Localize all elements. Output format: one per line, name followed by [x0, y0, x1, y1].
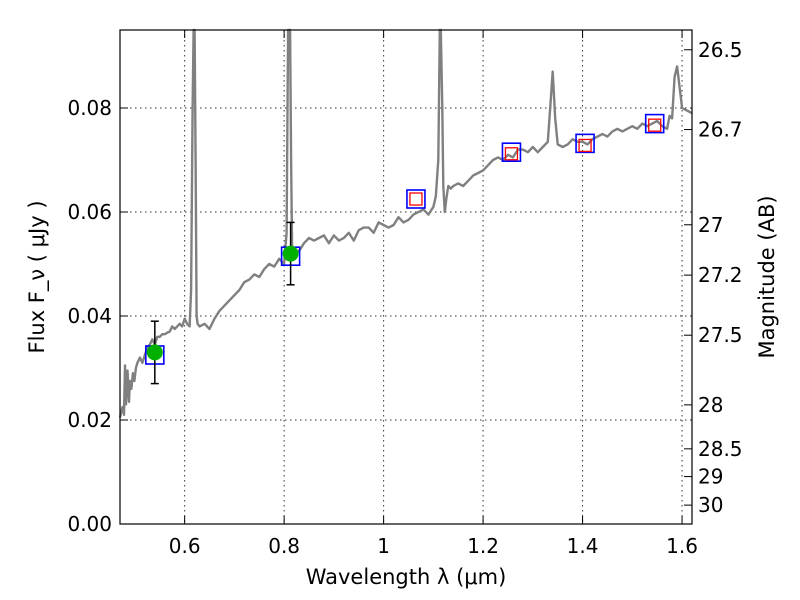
- x-axis-label: Wavelength λ (μm): [306, 565, 507, 589]
- right-tick-label: 28: [698, 393, 723, 417]
- right-tick-label: 26.7: [698, 118, 743, 142]
- model-photometry-marker: [409, 192, 423, 206]
- photometry-markers: [145, 113, 665, 385]
- spectrum-series: [118, 28, 693, 418]
- y-tick-label: 0.08: [67, 96, 112, 120]
- y-tick-label: 0.02: [67, 408, 112, 432]
- right-tick-label: 27: [698, 213, 723, 237]
- right-tick-label: 28.5: [698, 437, 743, 461]
- plot-frame: [119, 29, 693, 525]
- right-tick-label: 29: [698, 465, 723, 489]
- y-axis-label: Flux F_ν ( μJy ): [25, 200, 50, 353]
- x-tick-label: 0.8: [268, 534, 300, 558]
- y-tick-label: 0.04: [67, 304, 112, 328]
- observed-point: [282, 245, 299, 262]
- axis-ticks: 0.6 0.8 1 1.2 1.4 1.6 0.00 0.02 0.04 0.06 0.08 26.5…: [67, 30, 743, 558]
- spectrum-line: [118, 28, 693, 418]
- right-tick-label: 30: [698, 493, 723, 517]
- model-band-box: [406, 189, 426, 209]
- y-tick-label: 0.06: [67, 200, 112, 224]
- grid: [120, 30, 692, 524]
- x-tick-label: 1.4: [567, 534, 599, 558]
- x-tick-label: 0.6: [169, 534, 201, 558]
- right-axis-label: Magnitude (AB): [755, 195, 779, 358]
- right-tick-label: 26.5: [698, 38, 743, 62]
- observed-point: [146, 344, 163, 361]
- model-band-box: [501, 142, 522, 162]
- model-photometry-marker: [578, 138, 592, 153]
- model-photometry-marker: [504, 147, 519, 161]
- right-tick-label: 27.2: [698, 263, 743, 287]
- model-photometry-marker: [648, 118, 662, 132]
- y-tick-label: 0.00: [67, 512, 112, 536]
- model-band-box: [644, 113, 665, 134]
- x-tick-label: 1.2: [467, 534, 499, 558]
- model-band-box: [575, 133, 595, 154]
- x-tick-label: 1.6: [666, 534, 698, 558]
- x-tick-label: 1: [377, 534, 390, 558]
- right-tick-label: 27.5: [698, 323, 743, 347]
